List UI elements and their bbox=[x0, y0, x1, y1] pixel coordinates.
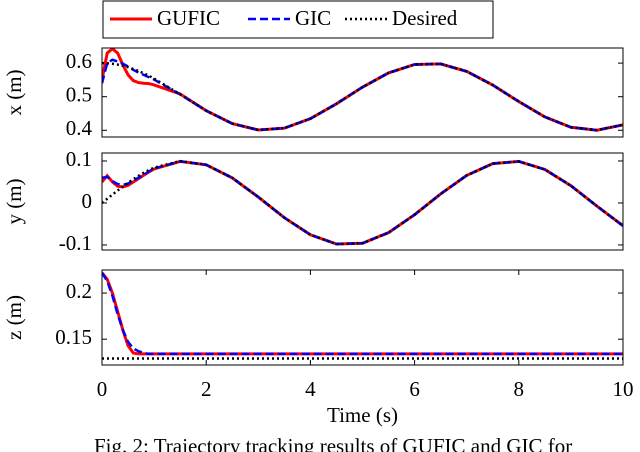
y-axis-label: y (m) bbox=[2, 178, 26, 224]
series-line bbox=[102, 160, 623, 246]
x-tick-label: 4 bbox=[305, 377, 316, 401]
plot-frame bbox=[101, 152, 624, 251]
series-line bbox=[102, 271, 623, 356]
series-line bbox=[102, 272, 623, 356]
plot-frame bbox=[101, 269, 624, 366]
caption: Fig. 2: Trajectory tracking results of G… bbox=[94, 434, 572, 452]
plot-frame bbox=[101, 47, 624, 138]
y-axis-label: z (m) bbox=[2, 295, 26, 340]
y-tick-label: 0.5 bbox=[66, 83, 92, 107]
x-axis-label: Time (s) bbox=[327, 403, 398, 427]
series-line bbox=[102, 159, 623, 246]
legend-label: GIC bbox=[295, 6, 331, 30]
y-tick-label: 0.15 bbox=[55, 325, 92, 349]
y-tick-label: 0.1 bbox=[66, 147, 92, 171]
legend-label: GUFIC bbox=[157, 6, 220, 30]
y-axis-label: x (m) bbox=[2, 69, 26, 115]
legend-box bbox=[102, 0, 494, 39]
y-tick-label: 0.2 bbox=[66, 279, 92, 303]
series-line bbox=[102, 159, 623, 246]
y-tick-label: 0.4 bbox=[66, 116, 93, 140]
x-tick-label: 6 bbox=[409, 377, 420, 401]
legend-label: Desired bbox=[392, 6, 458, 30]
series-line bbox=[102, 61, 623, 132]
y-tick-label: -0.1 bbox=[59, 231, 92, 255]
x-tick-label: 0 bbox=[97, 377, 108, 401]
x-tick-label: 8 bbox=[514, 377, 525, 401]
y-tick-label: 0.6 bbox=[66, 49, 92, 73]
y-tick-label: 0 bbox=[82, 189, 93, 213]
series-line bbox=[102, 58, 623, 132]
x-tick-label: 2 bbox=[201, 377, 212, 401]
x-tick-label: 10 bbox=[613, 377, 634, 401]
